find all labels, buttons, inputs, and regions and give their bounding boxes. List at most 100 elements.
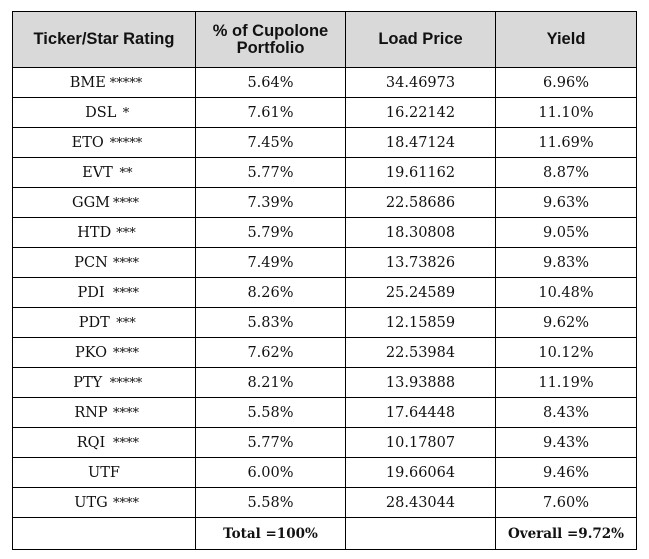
portfolio-percent-cell: 5.83% <box>195 307 346 338</box>
load-price-cell: 22.53984 <box>345 337 496 368</box>
load-price-cell: 17.64448 <box>345 397 496 428</box>
ticker-cell: PDT *** <box>12 307 196 338</box>
table-row: PCN **** 7.49% 13.73826 9.83% <box>12 247 637 278</box>
yield-cell: 7.60% <box>495 487 637 518</box>
ticker-symbol: HTD <box>77 224 112 241</box>
ticker-cell: UTF <box>12 457 196 488</box>
header-load-price: Load Price <box>345 11 496 68</box>
ticker-symbol: GGM <box>71 194 110 211</box>
load-price-cell: 12.15859 <box>345 307 496 338</box>
footer-row: Total =100% Overall =9.72% <box>12 517 637 550</box>
ticker-symbol: PKO <box>74 344 108 361</box>
portfolio-percent-cell: 8.26% <box>195 277 346 308</box>
ticker-cell: PCN **** <box>12 247 196 278</box>
load-price-cell: 28.43044 <box>345 487 496 518</box>
ticker-cell: UTG **** <box>12 487 196 518</box>
header-row: Ticker/Star Rating % of Cupolone Portfol… <box>12 11 637 68</box>
yield-cell: 8.87% <box>495 157 637 188</box>
ticker-symbol: ETO <box>71 134 104 151</box>
ticker-cell: RNP **** <box>12 397 196 428</box>
footer-empty-3 <box>345 517 496 550</box>
ticker-symbol: EVT <box>82 164 113 181</box>
yield-cell: 9.83% <box>495 247 637 278</box>
load-price-cell: 22.58686 <box>345 187 496 218</box>
yield-cell: 11.19% <box>495 367 637 398</box>
ticker-cell: RQI **** <box>12 427 196 458</box>
load-price-cell: 19.61162 <box>345 157 496 188</box>
load-price-cell: 10.17807 <box>345 427 496 458</box>
portfolio-percent-cell: 7.45% <box>195 127 346 158</box>
portfolio-table: Ticker/Star Rating % of Cupolone Portfol… <box>12 11 637 550</box>
star-rating: **** <box>113 435 139 451</box>
portfolio-percent-cell: 5.64% <box>195 67 346 98</box>
ticker-symbol: DSL <box>85 104 117 121</box>
header-ticker: Ticker/Star Rating <box>12 11 196 68</box>
star-rating: **** <box>113 405 139 421</box>
portfolio-percent-cell: 5.79% <box>195 217 346 248</box>
ticker-symbol: RNP <box>74 404 108 421</box>
star-rating: * <box>122 105 130 121</box>
ticker-symbol: PDI <box>77 284 105 301</box>
ticker-cell: DSL * <box>12 97 196 128</box>
portfolio-percent-cell: 7.61% <box>195 97 346 128</box>
yield-cell: 9.05% <box>495 217 637 248</box>
load-price-cell: 34.46973 <box>345 67 496 98</box>
yield-cell: 9.43% <box>495 427 637 458</box>
star-rating: **** <box>113 195 139 211</box>
table-row: EVT ** 5.77% 19.61162 8.87% <box>12 157 637 188</box>
ticker-symbol: UTG <box>74 494 108 511</box>
table-row: UTG **** 5.58% 28.43044 7.60% <box>12 487 637 518</box>
portfolio-percent-cell: 5.77% <box>195 157 346 188</box>
yield-cell: 11.69% <box>495 127 637 158</box>
table-row: GGM **** 7.39% 22.58686 9.63% <box>12 187 637 218</box>
ticker-cell: PDI **** <box>12 277 196 308</box>
yield-cell: 8.43% <box>495 397 637 428</box>
star-rating: *** <box>116 225 136 241</box>
star-rating: **** <box>113 495 139 511</box>
ticker-cell: BME ***** <box>12 67 196 98</box>
portfolio-percent-cell: 5.58% <box>195 487 346 518</box>
footer-total: Total =100% <box>195 517 346 550</box>
star-rating: **** <box>113 255 139 271</box>
table-row: RNP **** 5.58% 17.64448 8.43% <box>12 397 637 428</box>
portfolio-percent-cell: 7.62% <box>195 337 346 368</box>
table-row: DSL * 7.61% 16.22142 11.10% <box>12 97 637 128</box>
ticker-cell: EVT ** <box>12 157 196 188</box>
ticker-symbol: BME <box>69 74 106 91</box>
ticker-symbol: UTF <box>88 464 120 481</box>
star-rating: *** <box>116 315 136 331</box>
table-row: PDI **** 8.26% 25.24589 10.48% <box>12 277 637 308</box>
table-row: PKO **** 7.62% 22.53984 10.12% <box>12 337 637 368</box>
ticker-symbol: PDT <box>78 314 110 331</box>
load-price-cell: 16.22142 <box>345 97 496 128</box>
yield-cell: 6.96% <box>495 67 637 98</box>
table-row: PTY ***** 8.21% 13.93888 11.19% <box>12 367 637 398</box>
yield-cell: 10.48% <box>495 277 637 308</box>
ticker-cell: PKO **** <box>12 337 196 368</box>
yield-cell: 11.10% <box>495 97 637 128</box>
table-body: BME ***** 5.64% 34.46973 6.96% DSL * 7.61% 16.22… <box>12 67 637 518</box>
table-row: RQI **** 5.77% 10.17807 9.43% <box>12 427 637 458</box>
ticker-cell: HTD *** <box>12 217 196 248</box>
ticker-symbol: PCN <box>74 254 108 271</box>
load-price-cell: 19.66064 <box>345 457 496 488</box>
load-price-cell: 25.24589 <box>345 277 496 308</box>
yield-cell: 10.12% <box>495 337 637 368</box>
table-row: HTD *** 5.79% 18.30808 9.05% <box>12 217 637 248</box>
star-rating: ***** <box>109 375 143 391</box>
load-price-cell: 18.47124 <box>345 127 496 158</box>
ticker-cell: PTY ***** <box>12 367 196 398</box>
ticker-cell: ETO ***** <box>12 127 196 158</box>
portfolio-percent-cell: 6.00% <box>195 457 346 488</box>
table-row: BME ***** 5.64% 34.46973 6.96% <box>12 67 637 98</box>
table-row: UTF 6.00% 19.66064 9.46% <box>12 457 637 488</box>
ticker-cell: GGM **** <box>12 187 196 218</box>
ticker-symbol: RQI <box>76 434 106 451</box>
yield-cell: 9.46% <box>495 457 637 488</box>
header-portfolio-percent: % of Cupolone Portfolio <box>195 11 346 68</box>
table-row: PDT *** 5.83% 12.15859 9.62% <box>12 307 637 338</box>
portfolio-percent-cell: 7.49% <box>195 247 346 278</box>
portfolio-percent-cell: 5.77% <box>195 427 346 458</box>
yield-cell: 9.63% <box>495 187 637 218</box>
load-price-cell: 18.30808 <box>345 217 496 248</box>
